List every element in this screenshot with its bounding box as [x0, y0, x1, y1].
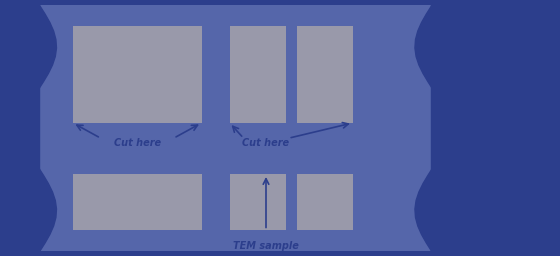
- FancyBboxPatch shape: [45, 5, 426, 251]
- Bar: [230, 26, 286, 123]
- Bar: [297, 26, 353, 123]
- Polygon shape: [0, 0, 39, 256]
- Bar: [39, 5, 431, 251]
- Polygon shape: [431, 0, 560, 256]
- Bar: [73, 26, 202, 123]
- Text: Cut here: Cut here: [114, 138, 161, 148]
- Text: Cut here: Cut here: [242, 138, 290, 148]
- Text: TEM sample: TEM sample: [233, 241, 299, 251]
- Polygon shape: [0, 5, 45, 251]
- Bar: [73, 174, 202, 230]
- Bar: [230, 174, 286, 230]
- Bar: [297, 174, 353, 230]
